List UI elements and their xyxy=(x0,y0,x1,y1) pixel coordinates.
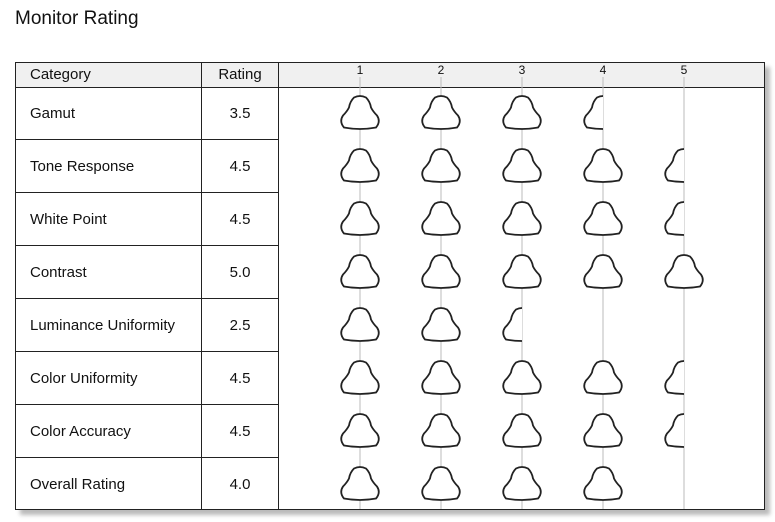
column-divider xyxy=(201,63,202,509)
rating-blob-icon xyxy=(502,360,542,395)
row-divider xyxy=(16,457,278,458)
rating-blob-icon xyxy=(664,360,684,395)
rating-value: 5.0 xyxy=(229,264,251,281)
category-label: Color Accuracy xyxy=(30,423,131,440)
scale-tick-label: 5 xyxy=(680,63,688,77)
rating-blob-icon xyxy=(421,148,461,183)
scale-tick-label: 1 xyxy=(356,63,364,77)
table-row: Contrast 5.0 xyxy=(16,246,279,299)
rating-blob-icon xyxy=(421,95,461,130)
category-label: Luminance Uniformity xyxy=(30,317,176,334)
rating-blob-icon xyxy=(421,307,461,342)
rating-blob-icon xyxy=(421,201,461,236)
rating-blob-icon xyxy=(502,307,522,342)
rating-blob-icon xyxy=(340,307,380,342)
rating-blob-icon xyxy=(502,413,542,448)
table-row: Color Accuracy 4.5 xyxy=(16,405,279,458)
rating-blob-icon xyxy=(340,95,380,130)
rating-value: 4.0 xyxy=(229,476,251,493)
row-divider xyxy=(16,404,278,405)
page-title: Monitor Rating xyxy=(15,8,139,29)
header-category: Category xyxy=(30,66,91,83)
rating-blob-icon xyxy=(421,466,461,501)
rating-blob-icon xyxy=(421,254,461,289)
rating-blob-icon xyxy=(664,148,684,183)
rating-blob-icon xyxy=(340,254,380,289)
rating-blob-icon xyxy=(583,201,623,236)
table-row: Overall Rating 4.0 xyxy=(16,458,279,511)
rating-blob-icon xyxy=(664,201,684,236)
category-label: Color Uniformity xyxy=(30,370,138,387)
table-header: Category Rating xyxy=(16,63,764,88)
rating-value: 4.5 xyxy=(229,211,251,228)
rating-value: 2.5 xyxy=(229,317,251,334)
rating-blob-icon xyxy=(502,201,542,236)
rating-blob-icon xyxy=(583,254,623,289)
rating-value: 4.5 xyxy=(229,423,251,440)
rating-blob-icon xyxy=(583,413,623,448)
scale-tick-label: 2 xyxy=(437,63,445,77)
rating-chart xyxy=(340,77,704,509)
table-row: Tone Response 4.5 xyxy=(16,140,279,193)
row-divider xyxy=(16,192,278,193)
rating-blob-icon xyxy=(583,360,623,395)
rating-blob-icon xyxy=(664,254,704,289)
rating-value: 3.5 xyxy=(229,105,251,122)
rating-blob-icon xyxy=(421,413,461,448)
rating-value: 4.5 xyxy=(229,158,251,175)
rating-blob-icon xyxy=(502,466,542,501)
rating-blob-icon xyxy=(340,360,380,395)
row-divider xyxy=(16,298,278,299)
table-row: Color Uniformity 4.5 xyxy=(16,352,279,405)
row-divider xyxy=(16,139,278,140)
rating-table: Category Rating 1 2 3 4 5 Gamut 3.5 Tone Respon… xyxy=(15,62,765,510)
table-row: Gamut 3.5 xyxy=(16,87,279,140)
rating-blob-icon xyxy=(502,254,542,289)
category-label: White Point xyxy=(30,211,107,228)
row-divider xyxy=(16,245,278,246)
category-label: Overall Rating xyxy=(30,476,126,493)
rating-blob-icon xyxy=(340,466,380,501)
rating-blob-icon xyxy=(583,466,623,501)
category-label: Tone Response xyxy=(30,158,135,175)
table-row: White Point 4.5 xyxy=(16,193,279,246)
rating-blob-icon xyxy=(502,95,542,130)
row-divider xyxy=(16,351,278,352)
rating-blob-icon xyxy=(340,201,380,236)
category-label: Contrast xyxy=(30,264,87,281)
rating-blob-icon xyxy=(502,148,542,183)
rating-value: 4.5 xyxy=(229,370,251,387)
column-divider xyxy=(278,63,279,509)
scale-tick-label: 3 xyxy=(518,63,526,77)
category-label: Gamut xyxy=(30,105,76,122)
rating-blob-icon xyxy=(583,148,623,183)
rating-blob-icon xyxy=(340,148,380,183)
scale-tick-label: 4 xyxy=(599,63,607,77)
table-row: Luminance Uniformity 2.5 xyxy=(16,299,279,352)
rating-blob-icon xyxy=(583,95,603,130)
rating-blob-icon xyxy=(340,413,380,448)
header-rating: Rating xyxy=(218,66,262,83)
rating-blob-icon xyxy=(664,413,684,448)
rating-blob-icon xyxy=(421,360,461,395)
